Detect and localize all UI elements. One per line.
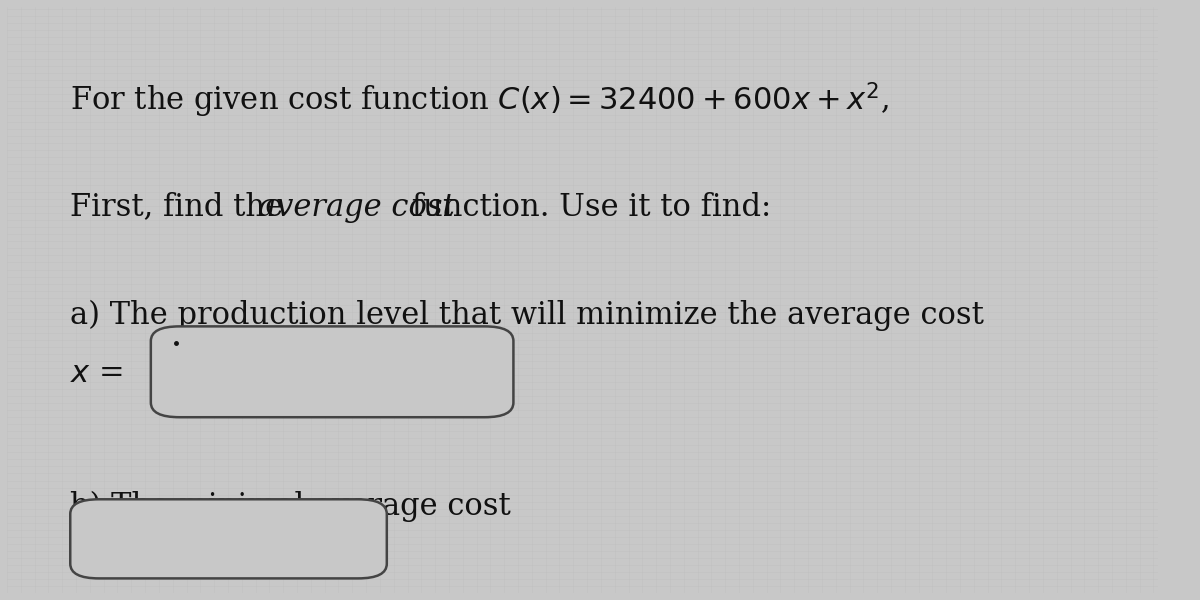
Text: b) The minimal average cost: b) The minimal average cost [71,490,511,522]
Text: $\it{x}$ =: $\it{x}$ = [71,358,124,389]
FancyBboxPatch shape [71,499,386,578]
FancyBboxPatch shape [151,326,514,417]
Text: function. Use it to find:: function. Use it to find: [402,191,772,223]
Text: $: $ [71,525,90,556]
Text: a) The production level that will minimize the average cost: a) The production level that will minimi… [71,300,984,331]
Text: For the given cost function $C(x) = 32400 + 600x + x^2$,: For the given cost function $C(x) = 3240… [71,80,889,120]
Text: First, find the: First, find the [71,191,293,223]
Text: average cost: average cost [258,191,455,223]
